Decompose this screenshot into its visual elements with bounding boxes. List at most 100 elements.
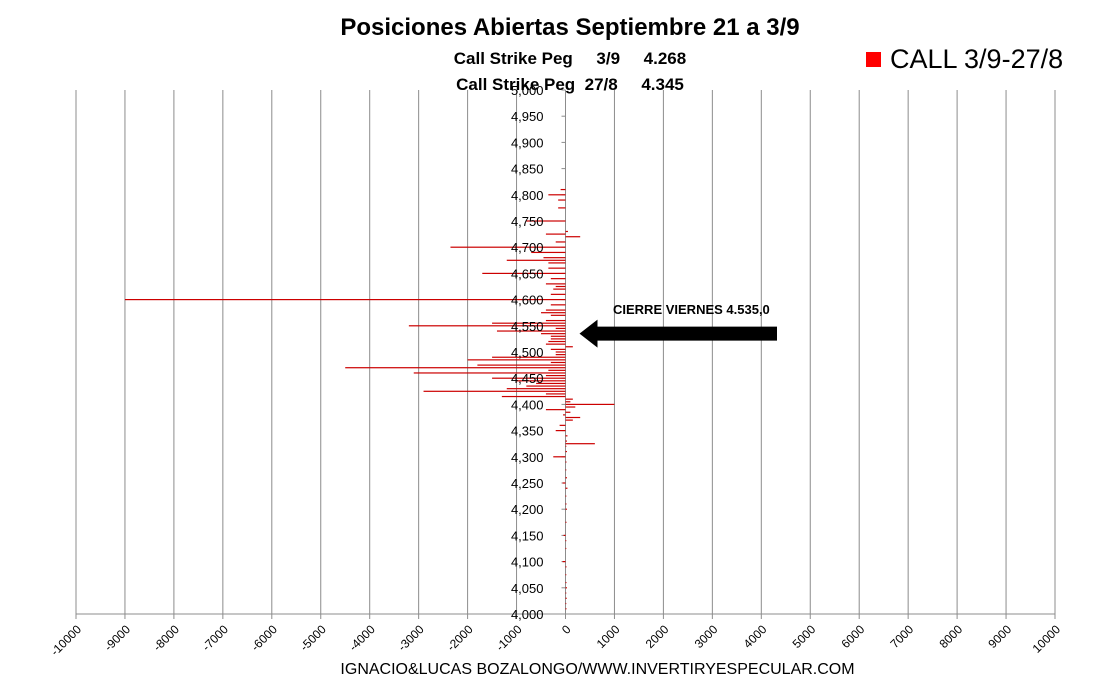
bar-strike-4560 xyxy=(545,319,566,322)
legend: CALL 3/9-27/8 xyxy=(866,44,1063,75)
bar-strike-4675 xyxy=(506,259,566,261)
bar-strike-4395 xyxy=(565,406,576,408)
x-tick-label: -4000 xyxy=(346,622,378,654)
bar-strike-4020 xyxy=(565,602,567,605)
bar-strike-4380 xyxy=(563,414,566,416)
bar-strike-4555 xyxy=(492,322,566,324)
x-tick-label: 5000 xyxy=(790,622,819,651)
bar-strike-4775 xyxy=(558,207,566,209)
close-price-annotation: CIERRE VIERNES 4.535,0 xyxy=(613,302,770,317)
bar-strike-4415 xyxy=(501,395,566,398)
bar-strike-4600 xyxy=(124,299,566,301)
x-tick-label: 6000 xyxy=(839,622,868,651)
bar-strike-4535 xyxy=(541,333,566,335)
y-tick-label: 4,350 xyxy=(511,424,544,439)
x-tick-label: 10000 xyxy=(1030,622,1064,656)
bar-strike-4630 xyxy=(545,283,566,285)
bar-strike-4300 xyxy=(553,456,566,458)
x-tick-label: 8000 xyxy=(936,622,965,651)
chart-subtitle-strike-peg-3-9: Call Strike Peg 3/9 4.268 xyxy=(453,49,687,68)
y-tick-label: 4,700 xyxy=(511,240,544,255)
close-price-arrow xyxy=(579,319,777,348)
bar-strike-4250 xyxy=(562,482,566,484)
bar-strike-4495 xyxy=(555,354,566,356)
bar-strike-4275 xyxy=(565,469,567,471)
chart-title: Posiciones Abiertas Septiembre 21 a 3/9 xyxy=(340,14,800,41)
bar-strike-4500 xyxy=(555,351,566,353)
x-tick-label: 7000 xyxy=(887,622,916,651)
bar-strike-4725 xyxy=(545,233,566,235)
bar-strike-4175 xyxy=(565,521,567,523)
y-tick-label: 4,300 xyxy=(511,450,544,465)
bar-strike-4240 xyxy=(565,487,568,489)
bar-strike-4260 xyxy=(565,477,567,479)
bar-strike-4450 xyxy=(492,377,566,379)
bar-strike-4490 xyxy=(492,356,566,358)
bar-strike-4140 xyxy=(565,540,567,542)
bar-strike-4590 xyxy=(550,304,566,306)
bar-strike-4505 xyxy=(550,348,566,350)
arrow-icon xyxy=(579,319,777,348)
bar-strike-4430 xyxy=(506,388,566,390)
bar-strike-4540 xyxy=(496,330,566,332)
bar-strike-4385 xyxy=(565,411,571,413)
x-tick-label: -2000 xyxy=(444,622,476,654)
bar-strike-4640 xyxy=(550,278,566,280)
bar-strike-4075 xyxy=(565,574,567,576)
bar-strike-4525 xyxy=(550,338,566,340)
y-tick-label: 4,900 xyxy=(511,135,544,150)
y-tick-label: 4,250 xyxy=(511,476,544,491)
bar-strike-4225 xyxy=(565,495,567,497)
bar-strike-4515 xyxy=(545,343,566,345)
bar-strike-4570 xyxy=(550,314,566,316)
x-tick-label: -3000 xyxy=(395,622,427,654)
x-tick-label: -1000 xyxy=(493,622,525,654)
y-tick-label: 4,450 xyxy=(511,371,544,386)
bar-strike-4510 xyxy=(565,346,573,348)
bar-strike-4150 xyxy=(563,534,566,536)
bar-strike-4040 xyxy=(565,592,567,594)
bar-strike-4440 xyxy=(536,382,566,385)
grid-lines xyxy=(75,90,1056,614)
y-tick-label: 5,000 xyxy=(511,83,544,98)
footer-credit: IGNACIO&LUCAS BOZALONGO/WWW.INVERTIRYESP… xyxy=(340,661,855,678)
bar-strike-4610 xyxy=(550,293,566,295)
y-tick-label: 4,200 xyxy=(511,502,544,517)
bar-strike-4480 xyxy=(550,361,566,364)
bar-strike-4370 xyxy=(565,419,573,421)
bar-strike-4375 xyxy=(565,416,581,419)
legend-swatch xyxy=(866,52,881,67)
bar-strike-4340 xyxy=(565,435,568,437)
x-tick-label: 4000 xyxy=(741,622,770,651)
bar-strike-4680 xyxy=(543,257,566,259)
bar-strike-4090 xyxy=(565,566,567,568)
bar-strike-4485 xyxy=(467,359,566,361)
bar-series xyxy=(124,188,615,610)
y-tick-label: 4,100 xyxy=(511,555,544,570)
bar-strike-4350 xyxy=(555,430,566,432)
bar-strike-4700 xyxy=(450,246,566,248)
y-tick-label: 4,850 xyxy=(511,162,544,177)
x-tick-label: -8000 xyxy=(150,622,182,654)
y-tick-label: 4,150 xyxy=(511,528,544,543)
bar-strike-4750 xyxy=(526,220,566,222)
bar-strike-4790 xyxy=(558,199,566,201)
y-tick-label: 4,750 xyxy=(511,214,544,229)
bar-strike-4435 xyxy=(526,385,566,387)
bar-strike-4290 xyxy=(565,461,567,463)
x-tick-label: -6000 xyxy=(248,622,280,654)
bar-strike-4320 xyxy=(565,445,567,447)
y-tick-label: 4,950 xyxy=(511,109,544,124)
y-tick-label: 4,000 xyxy=(511,607,544,622)
bar-strike-4460 xyxy=(413,372,566,374)
y-tick-label: 4,650 xyxy=(511,266,544,281)
y-tick-label: 4,500 xyxy=(511,345,544,360)
bar-strike-4580 xyxy=(545,309,566,311)
bar-strike-4310 xyxy=(565,450,567,453)
bar-strike-4690 xyxy=(531,251,566,254)
bar-strike-4330 xyxy=(565,440,567,442)
y-tick-label: 4,050 xyxy=(511,581,544,596)
bar-strike-4410 xyxy=(565,398,573,400)
x-tick-label: -10000 xyxy=(48,622,85,659)
axes xyxy=(75,89,1056,619)
